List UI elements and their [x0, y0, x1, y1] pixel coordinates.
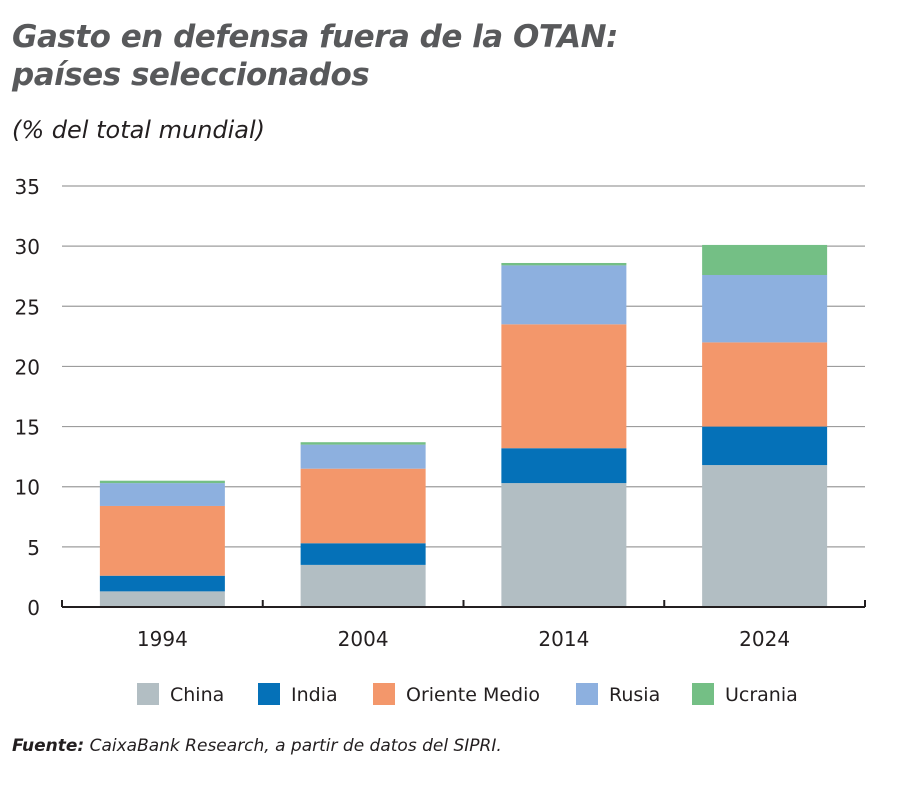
- bar-segment-ucrania: [702, 244, 828, 276]
- chart-title: Gasto en defensa fuera de la OTAN: paíse…: [12, 18, 618, 94]
- legend-label: Ucrania: [725, 684, 798, 706]
- bar-segment-ucrania: [501, 262, 627, 266]
- bar-segment-oriente-medio: [702, 342, 828, 427]
- bar-segment-india: [99, 575, 225, 592]
- source-text: CaixaBank Research, a partir de datos de…: [84, 736, 502, 756]
- y-tick-label: 0: [27, 596, 40, 620]
- chart-subtitle: (% del total mundial): [12, 116, 266, 144]
- bar-segment-rusia: [300, 444, 426, 469]
- legend-swatch-ucrania: [692, 683, 714, 705]
- title-line-1: Gasto en defensa fuera de la OTAN:: [12, 19, 618, 55]
- y-tick-label: 15: [15, 416, 40, 440]
- y-tick-label: 5: [27, 536, 40, 560]
- legend-label: Oriente Medio: [406, 684, 540, 706]
- y-tick-label: 10: [15, 476, 40, 500]
- bar-segment-rusia: [99, 483, 225, 506]
- legend-swatch-china: [137, 683, 159, 705]
- y-tick-label: 25: [15, 295, 40, 319]
- legend-label: India: [291, 684, 338, 706]
- bar-segment-oriente-medio: [300, 468, 426, 544]
- bar-segment-india: [300, 543, 426, 565]
- bar-segment-china: [99, 591, 225, 607]
- legend-label: Rusia: [609, 684, 660, 706]
- legend-swatch-oriente-medio: [373, 683, 395, 705]
- bar-segment-oriente-medio: [99, 505, 225, 576]
- y-tick-label: 35: [15, 175, 40, 199]
- bar-segment-ucrania: [99, 480, 225, 484]
- legend-label: China: [170, 684, 224, 706]
- y-tick-label: 20: [15, 355, 40, 379]
- bar-segment-ucrania: [300, 442, 426, 445]
- bar-segment-india: [702, 426, 828, 466]
- bar-segment-rusia: [501, 265, 627, 325]
- x-tick-label: 2004: [338, 627, 389, 651]
- bar-segment-china: [702, 465, 828, 607]
- x-tick-label: 1994: [137, 627, 188, 651]
- bar-segment-india: [501, 448, 627, 484]
- y-tick-label: 30: [15, 235, 40, 259]
- bar-segment-rusia: [702, 275, 828, 343]
- x-tick-label: 2024: [739, 627, 790, 651]
- title-line-2: países seleccionados: [12, 57, 370, 93]
- source-label: Fuente:: [12, 736, 85, 756]
- source-note: Fuente: CaixaBank Research, a partir de …: [12, 736, 502, 756]
- bar-segment-china: [300, 564, 426, 607]
- bar-segment-oriente-medio: [501, 324, 627, 449]
- legend-swatch-india: [258, 683, 280, 705]
- bar-segment-china: [501, 483, 627, 607]
- legend-swatch-rusia: [576, 683, 598, 705]
- x-tick-label: 2014: [538, 627, 589, 651]
